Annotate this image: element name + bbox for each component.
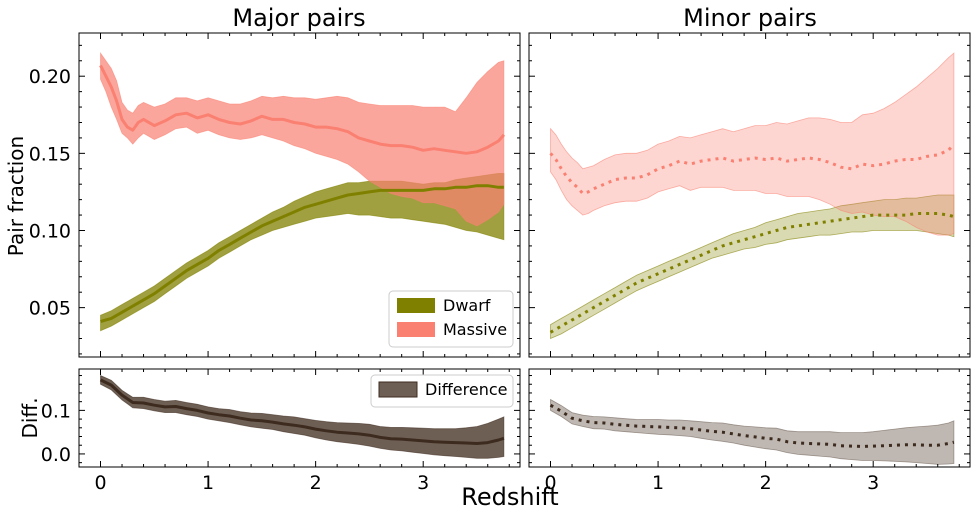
minor-dwarf-band (550, 194, 955, 340)
x-axis-label-redshift: Redshift (461, 483, 558, 511)
y-tick-label: 0.0 (41, 444, 71, 466)
plot-area (99, 51, 506, 332)
y-tick-label: 0.15 (29, 143, 71, 165)
x-tick-label: 2 (310, 472, 322, 494)
y-tick-label: 0.1 (41, 400, 71, 422)
major-massive-band (100, 51, 505, 227)
x-tick-label: 0 (94, 472, 106, 494)
plot-area (99, 374, 505, 459)
legend-label-dwarf: Dwarf (443, 296, 491, 315)
tick-marks (528, 33, 970, 357)
plot-frame (78, 368, 521, 468)
plot-area (549, 52, 956, 340)
y-axis-label-diff: Diff. (18, 397, 42, 438)
tick-marks (78, 369, 520, 467)
panel-minor (528, 32, 971, 358)
major_diff-difference-band (100, 374, 505, 459)
y-tick-label: 0.05 (29, 298, 71, 320)
minor-massive-band (550, 52, 955, 236)
tick-marks (528, 369, 970, 467)
x-tick-label: 1 (652, 472, 664, 494)
minor-pairs-title: Minor pairs (683, 4, 817, 32)
panel-minor_diff: 0 1 2 3 (528, 368, 971, 494)
legend-label-difference: Difference (425, 380, 507, 399)
plot-area (549, 398, 955, 465)
panel-major: 0.05 0.10 0.15 0.20 Dwarf Massive (29, 32, 521, 358)
minor_diff-difference-band (550, 398, 955, 465)
x-tick-label: 0 (544, 472, 556, 494)
minor-dwarf-line (549, 212, 955, 334)
legend-swatch-dwarf (397, 298, 435, 313)
y-tick-label: 0.10 (29, 220, 71, 242)
plot-frame (528, 368, 971, 468)
legend-swatch-difference (378, 381, 418, 398)
major-dwarf-band (100, 173, 505, 332)
major_diff-legend: Difference (370, 374, 514, 408)
legend-swatch-massive (397, 322, 435, 337)
plot-frame (78, 32, 521, 358)
x-tick-label: 3 (867, 472, 879, 494)
x-tick-label: 1 (202, 472, 214, 494)
minor_diff-difference-line (549, 403, 955, 448)
major-legend: Dwarf Massive (388, 290, 514, 348)
major_diff-difference-line (99, 378, 505, 445)
panel-major_diff: 0.0 0.1 0 1 2 3 Difference (41, 368, 521, 494)
x-tick-label: 3 (417, 472, 429, 494)
x-tick-label: 2 (760, 472, 772, 494)
major-pairs-title: Major pairs (232, 4, 365, 32)
major-massive-line (99, 64, 506, 155)
y-tick-label: 0.20 (29, 66, 71, 88)
minor-massive-line (549, 143, 956, 195)
y-axis-label-pair-fraction: Pair fraction (4, 136, 28, 256)
plot-frame (528, 32, 971, 358)
tick-marks (78, 33, 520, 357)
legend-label-massive: Massive (443, 320, 507, 339)
major-dwarf-line (100, 184, 504, 323)
